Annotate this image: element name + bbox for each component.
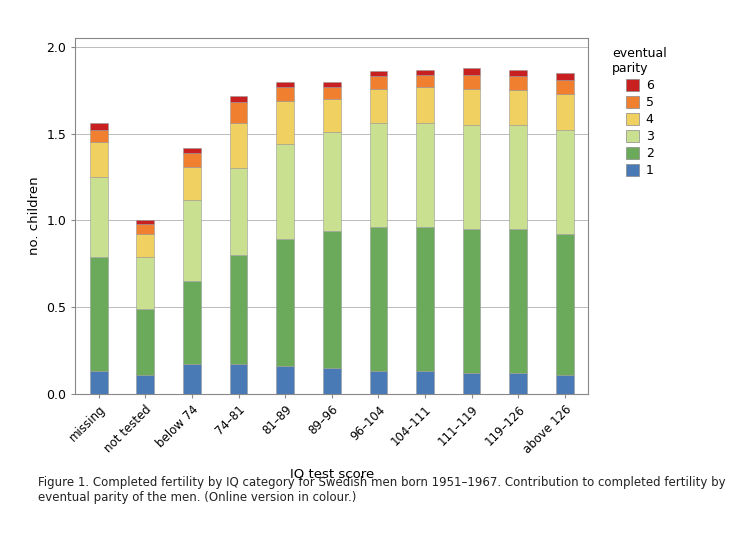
Bar <box>416 123 434 228</box>
Bar <box>369 228 388 371</box>
Bar <box>556 375 574 394</box>
Bar <box>136 309 154 375</box>
Bar <box>416 69 434 75</box>
Bar <box>369 123 388 228</box>
Bar <box>136 224 154 234</box>
X-axis label: IQ test score: IQ test score <box>290 467 374 480</box>
Bar <box>276 101 294 144</box>
Bar <box>183 200 201 281</box>
Bar <box>416 75 434 87</box>
Bar <box>416 371 434 394</box>
Bar <box>90 177 108 257</box>
Bar <box>276 366 294 394</box>
Bar <box>323 231 341 368</box>
Bar <box>136 234 154 257</box>
Bar <box>510 90 527 125</box>
Bar <box>276 87 294 101</box>
Bar <box>556 94 574 130</box>
Bar <box>323 368 341 394</box>
Bar <box>183 281 201 364</box>
Bar <box>556 130 574 234</box>
Bar <box>463 75 480 89</box>
Bar <box>230 168 247 255</box>
Bar <box>276 144 294 240</box>
Bar <box>463 89 480 125</box>
Bar <box>510 125 527 229</box>
Bar <box>463 68 480 75</box>
Bar <box>416 87 434 123</box>
Text: Figure 1. Completed fertility by IQ category for Swedish men born 1951–1967. Con: Figure 1. Completed fertility by IQ cate… <box>38 476 725 504</box>
Bar <box>510 229 527 373</box>
Bar <box>183 153 201 167</box>
Bar <box>90 123 108 130</box>
Bar <box>230 102 247 123</box>
Bar <box>556 80 574 94</box>
Bar <box>136 257 154 309</box>
Bar <box>323 82 341 87</box>
Bar <box>369 71 388 77</box>
Bar <box>276 240 294 366</box>
Bar <box>556 234 574 375</box>
Bar <box>463 373 480 394</box>
Bar <box>510 373 527 394</box>
Legend: 6, 5, 4, 3, 2, 1: 6, 5, 4, 3, 2, 1 <box>610 44 670 179</box>
Bar <box>230 123 247 168</box>
Bar <box>463 229 480 373</box>
Bar <box>136 220 154 224</box>
Bar <box>323 132 341 231</box>
Bar <box>323 87 341 99</box>
Bar <box>90 130 108 142</box>
Bar <box>136 375 154 394</box>
Bar <box>510 69 527 77</box>
Bar <box>90 371 108 394</box>
Bar <box>323 99 341 132</box>
Bar <box>230 364 247 394</box>
Bar <box>276 82 294 87</box>
Bar <box>183 167 201 200</box>
Bar <box>510 77 527 90</box>
Bar <box>369 371 388 394</box>
Bar <box>183 148 201 153</box>
Bar <box>556 73 574 80</box>
Bar <box>369 89 388 123</box>
Bar <box>230 255 247 364</box>
Bar <box>230 96 247 102</box>
Bar <box>369 77 388 89</box>
Y-axis label: no. children: no. children <box>28 177 41 255</box>
Bar <box>90 257 108 371</box>
Bar <box>183 364 201 394</box>
Bar <box>416 228 434 371</box>
Bar <box>463 125 480 229</box>
Bar <box>90 142 108 177</box>
